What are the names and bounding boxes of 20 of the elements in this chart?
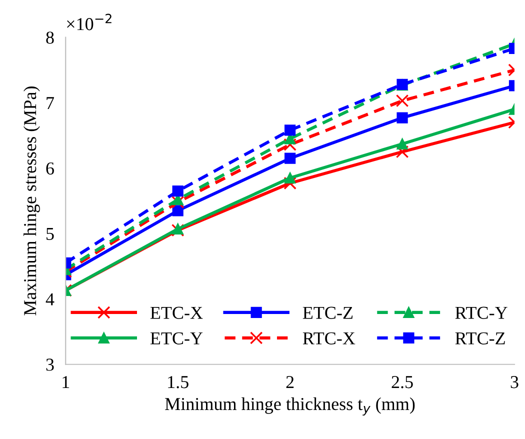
legend-label: ETC-Z <box>302 306 353 319</box>
y-tick-label: 6 <box>46 162 54 175</box>
y-axis-title: Maximum hinge stresses (MPa) <box>24 86 40 316</box>
x-tick-label: 2.5 <box>392 376 413 388</box>
x-tick-label: 1.5 <box>168 376 188 388</box>
legend-label: RTC-Z <box>455 332 505 344</box>
x-tick-label: 1 <box>62 376 70 388</box>
x-tick-label: 3 <box>510 376 518 388</box>
legend-label: RTC-X <box>302 332 356 344</box>
legend-label: ETC-X <box>150 306 203 319</box>
x-tick-label: 2 <box>286 376 294 388</box>
y-tick-label: 5 <box>46 228 54 240</box>
y-tick-label: 8 <box>46 32 54 44</box>
x-axis-title: Minimum hinge thickness t$_{y}$ (mm) <box>165 397 415 416</box>
y-tick-label: 7 <box>46 97 54 109</box>
legend-label: RTC-Y <box>455 306 508 319</box>
text: ×10$^{−2}$ <box>67 14 112 30</box>
y-tick-label: 3 <box>46 358 54 371</box>
legend-label: ETC-Y <box>150 332 203 344</box>
y-tick-label: 4 <box>46 293 54 306</box>
